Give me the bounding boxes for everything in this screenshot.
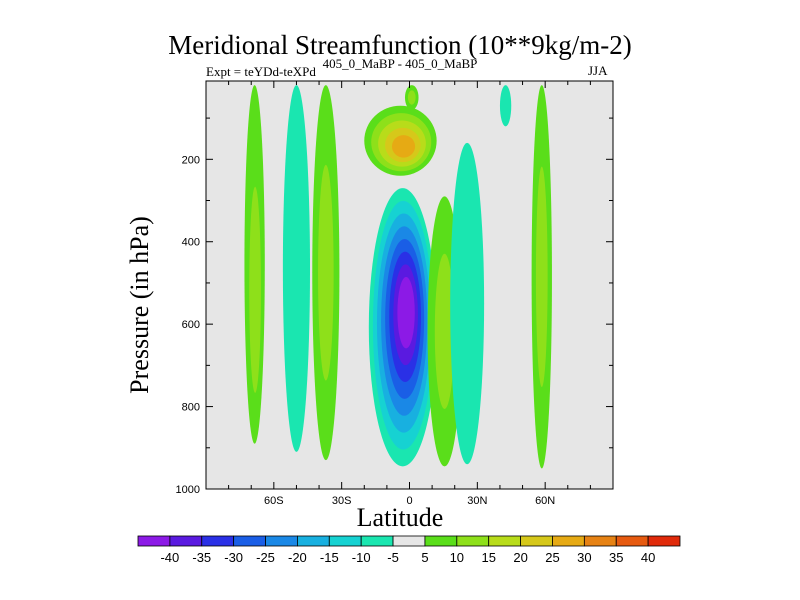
colorbar-swatch-1 <box>169 535 203 547</box>
colorbar-swatch-0 <box>137 535 171 547</box>
colorbar-swatch-15 <box>615 535 649 547</box>
colorbar-swatch-13 <box>552 535 585 547</box>
colorbar-swatch-10 <box>456 535 490 547</box>
chart-subtitle-right: JJA <box>588 63 608 78</box>
y-tick-label-1000: 1000 <box>176 484 200 496</box>
contour-cell-5-level-10 <box>407 90 416 105</box>
colorbar-label--5: -5 <box>387 550 399 565</box>
colorbar-swatch-9 <box>424 535 458 547</box>
contour-cell-3-level--40 <box>397 277 415 349</box>
colorbar-label--30: -30 <box>224 550 243 565</box>
colorbar-swatch-8 <box>392 535 426 547</box>
y-tick-label-800: 800 <box>182 402 200 414</box>
contour-cell-0-level-10 <box>249 186 261 393</box>
colorbar-label-35: 35 <box>609 550 623 565</box>
x-tick-label-60S: 60S <box>264 495 284 507</box>
colorbar-swatch-11 <box>488 535 521 547</box>
colorbar-swatch-4 <box>265 535 298 547</box>
colorbar-label--25: -25 <box>256 550 275 565</box>
colorbar-swatch-12 <box>520 535 553 547</box>
colorbar-swatch-3 <box>233 535 266 547</box>
x-tick-label-0: 0 <box>406 495 412 507</box>
contour-cell-2-level-10 <box>318 164 334 381</box>
colorbar-label--35: -35 <box>192 550 211 565</box>
x-axis: 60S 30S 0 30N 60N <box>228 81 591 507</box>
contour-cell-9-level-10 <box>535 166 548 387</box>
chart-subtitle-center: 405_0_MaBP - 405_0_MaBP <box>322 56 478 71</box>
contour-cell-8-level--5 <box>499 85 512 127</box>
colorbar-label-40: 40 <box>641 550 655 565</box>
colorbar-swatch-5 <box>297 535 330 547</box>
colorbar-label--10: -10 <box>352 550 371 565</box>
colorbar-label--15: -15 <box>320 550 339 565</box>
x-axis-label: Latitude <box>356 503 444 532</box>
colorbar-label-10: 10 <box>450 550 464 565</box>
contour-cell-7-level--5 <box>450 142 485 465</box>
colorbar: -40 -35 -30 -25 -20 -15 -10 -5 5 10 15 20 25 30 35 40 <box>137 535 681 565</box>
colorbar-swatch-6 <box>328 535 362 547</box>
contour-cell-6-level-10 <box>434 253 455 409</box>
contour-layer <box>244 85 552 469</box>
colorbar-label-30: 30 <box>577 550 591 565</box>
colorbar-label-5: 5 <box>421 550 428 565</box>
x-tick-label-30N: 30N <box>467 495 487 507</box>
colorbar-label--40: -40 <box>160 550 179 565</box>
colorbar-label-15: 15 <box>481 550 495 565</box>
colorbar-label--20: -20 <box>288 550 307 565</box>
colorbar-swatch-14 <box>583 535 617 547</box>
x-tick-label-60N: 60N <box>535 495 555 507</box>
colorbar-swatch-2 <box>201 535 235 547</box>
x-tick-label-30S: 30S <box>332 495 352 507</box>
y-tick-label-600: 600 <box>182 319 200 331</box>
contour-cell-1-level--5 <box>282 85 311 452</box>
y-axis: 200 400 600 800 1000 <box>176 117 613 496</box>
chart-title: Meridional Streamfunction (10**9kg/m-2) <box>168 30 632 60</box>
y-tick-label-200: 200 <box>182 154 200 166</box>
colorbar-label-20: 20 <box>513 550 527 565</box>
colorbar-label-25: 25 <box>545 550 559 565</box>
contour-cell-4-level-25 <box>391 135 416 158</box>
colorbar-swatch-16 <box>647 535 681 547</box>
colorbar-swatch-7 <box>360 535 394 547</box>
y-tick-label-400: 400 <box>182 237 200 249</box>
chart-subtitle-left: Expt = teYDd-teXPd <box>206 64 316 79</box>
